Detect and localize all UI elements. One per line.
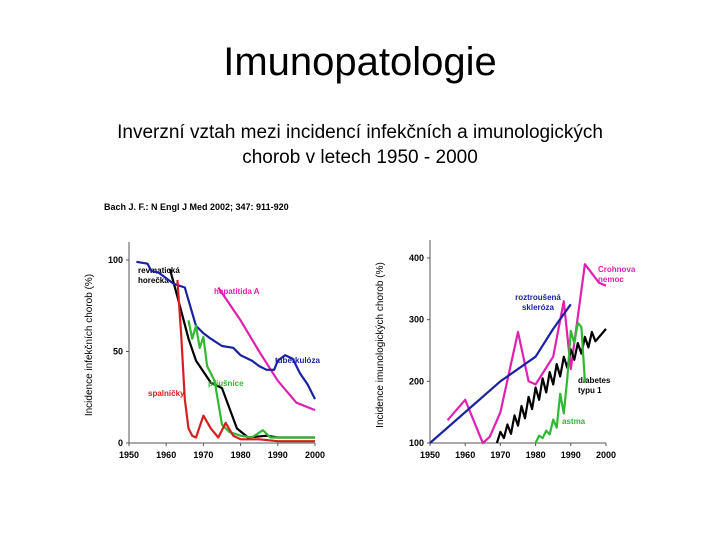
series-label: diabetes typu 1: [578, 376, 611, 395]
x-tick-label: 1960: [156, 450, 176, 460]
chart-2: 1950 1960 1970 1980 1990 2000 100 200 300 400 Inci…: [375, 240, 636, 460]
y-axis-label: Incidence infekčních chorob (%): [84, 274, 95, 416]
y-axis-label: Incidence imunologických chorob (%): [375, 262, 386, 428]
series-line-astma: [534, 321, 586, 444]
y-tick-label: 100: [409, 438, 424, 448]
y-tick-label: 100: [108, 255, 123, 265]
series-line-Crohnova-nemoc: [446, 263, 607, 445]
series-line-příušnice: [187, 320, 315, 439]
x-tick-label: 1950: [420, 450, 440, 460]
x-tick-label: 1990: [268, 450, 288, 460]
x-tick-label: 1980: [526, 450, 546, 460]
x-tick-label: 1970: [490, 450, 510, 460]
y-tick-label: 0: [118, 438, 123, 448]
series-label: tuberkulóza: [275, 356, 320, 365]
x-tick-label: 1960: [455, 450, 475, 460]
series-label: hepatitida A: [214, 287, 260, 296]
series-line-hepatitida-A: [217, 286, 316, 412]
chart-subtitle: Inverzní vztah mezi incidencí infekčních…: [60, 120, 660, 170]
series-label: příušnice: [208, 379, 244, 388]
series-line-tuberkulóza: [136, 260, 316, 400]
y-tick-label: 400: [409, 253, 424, 263]
x-tick-label: 1990: [561, 450, 581, 460]
y-tick-label: 300: [409, 315, 424, 325]
y-tick-label: 200: [409, 376, 424, 386]
subtitle-line-2: chorob v letech 1950 - 2000: [242, 147, 478, 168]
x-tick-label: 2000: [596, 450, 616, 460]
y-tick-label: 50: [113, 347, 123, 357]
chart-1: 1950 1960 1970 1980 1990 2000 0 50 100 Incidence …: [84, 242, 325, 460]
citation: Bach J. F.: N Engl J Med 2002; 347: 911-…: [104, 202, 289, 212]
series-line-roztroušená-skleróza: [429, 303, 572, 444]
x-tick-label: 1970: [193, 450, 213, 460]
x-tick-label: 1950: [119, 450, 139, 460]
slide-title: Imunopatologie: [223, 40, 497, 84]
series-line-spalničky: [176, 280, 315, 443]
subtitle-line-1: Inverzní vztah mezi incidencí infekčních…: [117, 122, 603, 143]
series-label: revmatická horečka: [138, 266, 180, 285]
x-tick-label: 2000: [305, 450, 325, 460]
series-label: Crohnova nemoc: [598, 265, 636, 284]
series-label: spalničky: [148, 389, 185, 398]
series-label: astma: [562, 417, 586, 426]
x-tick-label: 1980: [231, 450, 251, 460]
series-label: roztroušená skleróza: [515, 293, 561, 312]
